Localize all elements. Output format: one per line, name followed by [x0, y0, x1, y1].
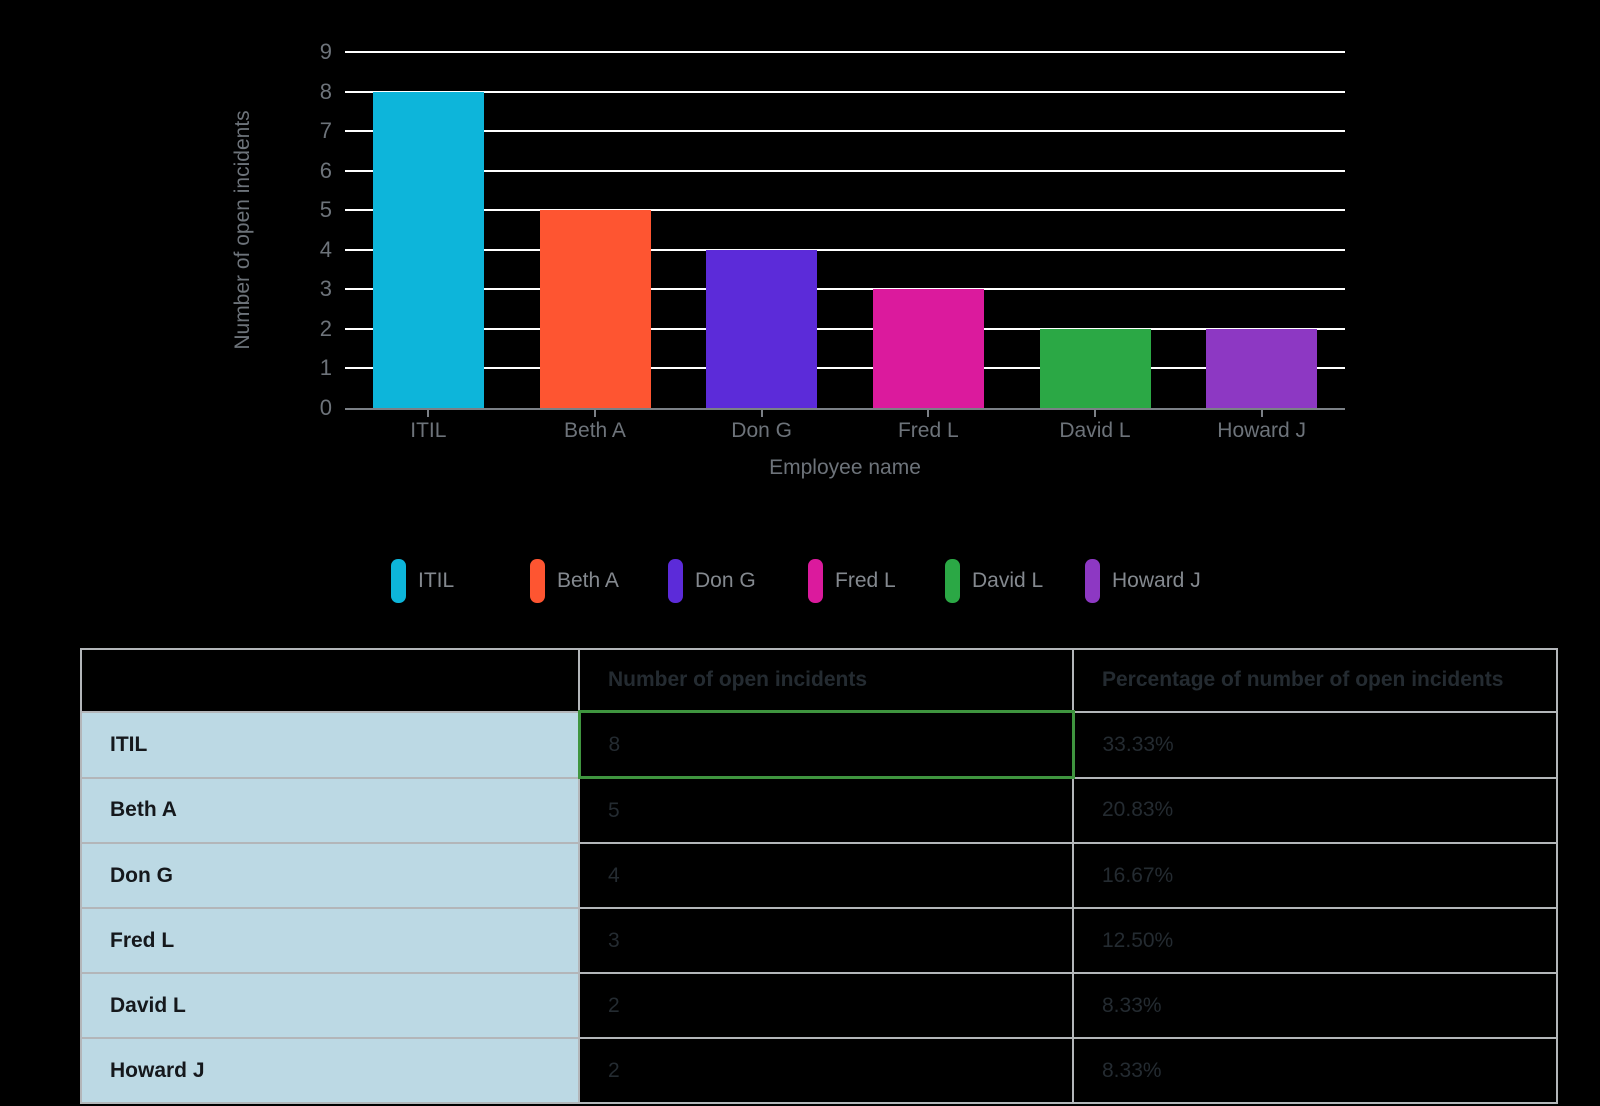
y-tick-label: 1 [319, 355, 332, 381]
percentage-column-header: Percentage of number of open incidents [1072, 648, 1558, 713]
y-tick-label: 4 [319, 236, 332, 262]
x-tick-label-fred-l: Fred L [897, 419, 959, 442]
x-tick-mark [594, 410, 596, 417]
chart-legend: ITIL Beth A Don G Fred L David L Howard J [0, 557, 1600, 605]
incident-count-cell[interactable]: 4 [578, 842, 1074, 909]
legend-item-howard-j[interactable]: Howard J [1085, 557, 1201, 605]
bar-fred-l[interactable] [872, 289, 984, 408]
bar-beth-a[interactable] [539, 210, 651, 408]
gridline [345, 209, 1345, 212]
legend-swatch-itil [391, 559, 406, 603]
row-label-cell[interactable]: Howard J [80, 1037, 580, 1104]
y-tick-label: 0 [319, 395, 332, 420]
row-label-cell[interactable]: Don G [80, 842, 580, 909]
table-row-howard-j: Howard J 2 8.33% [80, 1037, 1558, 1104]
y-tick-label: 9 [319, 39, 332, 64]
incident-count-cell-selected[interactable]: 8 [577, 710, 1075, 779]
corner-header-cell [80, 648, 580, 713]
bar-don-g[interactable] [706, 250, 818, 408]
x-tick-mark [760, 410, 763, 417]
table-row-david-l: David L 2 8.33% [80, 972, 1558, 1039]
legend-label: David L [972, 569, 1044, 592]
y-tick-label: 7 [319, 118, 332, 144]
x-tick-label-don-g: Don G [731, 419, 792, 442]
row-label-cell[interactable]: Beth A [80, 776, 580, 844]
bar-itil[interactable] [372, 92, 484, 408]
y-tick-label: 5 [319, 197, 332, 223]
legend-item-beth-a[interactable]: Beth A [530, 557, 619, 605]
percentage-cell[interactable]: 8.33% [1072, 1037, 1558, 1104]
x-axis-tick-marks [345, 410, 1345, 418]
table-header-row: Number of open incidents Percentage of n… [80, 648, 1558, 713]
table-row-beth-a: Beth A 5 20.83% [80, 776, 1558, 844]
x-tick-label-howard-j: Howard J [1217, 419, 1306, 442]
percentage-cell[interactable]: 16.67% [1072, 842, 1558, 909]
table-row-don-g: Don G 4 16.67% [80, 842, 1558, 909]
y-tick-label: 8 [319, 78, 332, 104]
bar-howard-j[interactable] [1206, 329, 1318, 408]
legend-label: Don G [695, 569, 756, 592]
incidents-column-header: Number of open incidents [578, 648, 1074, 713]
y-tick-label: 6 [319, 157, 332, 183]
gridline [345, 169, 1345, 172]
row-label-cell[interactable]: Fred L [80, 907, 580, 974]
legend-swatch-david-l [945, 559, 960, 603]
gridline [345, 51, 1345, 53]
x-tick-label-itil: ITIL [410, 419, 447, 442]
legend-swatch-beth-a [530, 559, 545, 603]
y-tick-label: 3 [319, 276, 332, 302]
x-tick-mark [1260, 410, 1263, 417]
gridline [345, 90, 1345, 93]
percentage-cell[interactable]: 20.83% [1072, 776, 1558, 844]
legend-label: ITIL [418, 569, 455, 592]
gridline [345, 248, 1345, 251]
legend-label: Beth A [557, 569, 619, 592]
incident-count-cell[interactable]: 5 [578, 776, 1074, 844]
legend-item-itil[interactable]: ITIL [391, 557, 454, 605]
y-axis-title: Number of open incidents [231, 110, 254, 350]
gridline [345, 130, 1345, 133]
legend-label: Fred L [835, 569, 896, 592]
incident-count-cell[interactable]: 3 [578, 907, 1074, 974]
legend-item-david-l[interactable]: David L [945, 557, 1043, 605]
x-tick-mark [427, 410, 430, 417]
percentage-cell[interactable]: 12.50% [1072, 907, 1558, 974]
x-axis-tick-label-row: ITIL Beth A Don G Fred L David L Howard J [345, 419, 1345, 445]
y-axis-tick-labels: 0 1 2 3 4 5 6 7 8 9 [258, 39, 332, 420]
incident-count-cell[interactable]: 2 [578, 972, 1074, 1039]
y-tick-label: 2 [319, 315, 332, 341]
row-label-cell[interactable]: ITIL [80, 710, 580, 779]
legend-swatch-don-g [668, 559, 683, 603]
bar-david-l[interactable] [1039, 329, 1151, 408]
legend-swatch-howard-j [1085, 559, 1100, 603]
x-tick-mark [1094, 410, 1096, 417]
legend-swatch-fred-l [808, 559, 823, 603]
legend-item-fred-l[interactable]: Fred L [808, 557, 896, 605]
percentage-cell[interactable]: 8.33% [1072, 972, 1558, 1039]
plot-area [345, 51, 1345, 410]
x-axis-title: Employee name [769, 456, 921, 479]
gridline [345, 327, 1345, 330]
table-row-fred-l: Fred L 3 12.50% [80, 907, 1558, 974]
table-row-itil: ITIL 8 33.33% [80, 710, 1558, 779]
gridline [345, 288, 1345, 291]
legend-label: Howard J [1112, 569, 1201, 592]
gridline [345, 367, 1345, 370]
row-label-cell[interactable]: David L [80, 972, 580, 1039]
percentage-cell[interactable]: 33.33% [1072, 710, 1558, 779]
x-tick-mark [927, 410, 930, 417]
x-tick-label-beth-a: Beth A [564, 419, 626, 442]
legend-item-don-g[interactable]: Don G [668, 557, 756, 605]
x-tick-label-david-l: David L [1059, 419, 1131, 442]
incidents-table: Number of open incidents Percentage of n… [80, 648, 1558, 1104]
incident-count-cell[interactable]: 2 [578, 1037, 1074, 1104]
report-table: Number of open incidents Percentage of n… [80, 648, 1558, 1104]
